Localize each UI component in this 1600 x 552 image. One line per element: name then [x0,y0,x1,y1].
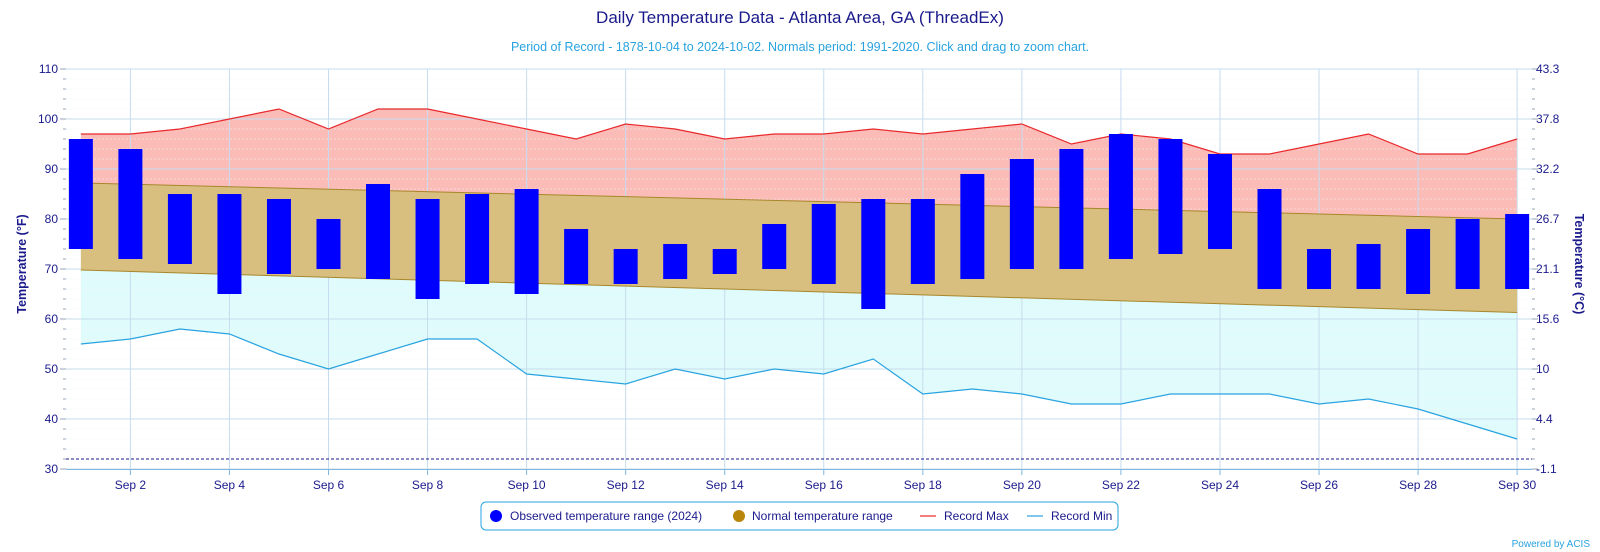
observed-bar[interactable] [960,174,985,279]
observed-bar[interactable] [910,199,935,284]
observed-bars[interactable] [68,134,1530,309]
observed-bar[interactable] [1257,189,1282,289]
y-tick-label-right: 37.8 [1536,112,1560,126]
x-tick-label: Sep 28 [1399,478,1437,492]
y-tick-label: 60 [45,312,59,326]
normal-low-line [80,269,1518,313]
x-tick-label: Sep 6 [313,478,345,492]
observed-bar[interactable] [366,184,391,279]
y-tick-label: 40 [45,412,59,426]
x-tick-label: Sep 4 [214,478,246,492]
y-tick-label: 100 [38,112,58,126]
observed-bar[interactable] [465,194,490,284]
observed-bar[interactable] [1406,229,1431,294]
x-tick-label: Sep 8 [412,478,444,492]
x-tick-label: Sep 24 [1201,478,1239,492]
record-lines [66,108,1532,460]
record-min-line [80,328,1518,440]
observed-bar[interactable] [762,224,787,269]
chart-subtitle: Period of Record - 1878-10-04 to 2024-10… [511,40,1089,54]
observed-bar[interactable] [613,249,638,284]
y-tick-label: 70 [45,262,59,276]
y-tick-label-right: -1.1 [1536,462,1557,476]
y-tick-label-right: 4.4 [1536,412,1553,426]
observed-bar[interactable] [266,199,291,274]
observed-bar[interactable] [564,229,589,284]
x-tick-label: Sep 22 [1102,478,1140,492]
observed-bar[interactable] [861,199,886,309]
observed-bar[interactable] [1009,159,1034,269]
y-tick-label-right: 32.2 [1536,162,1560,176]
y-tick-label: 90 [45,162,59,176]
legend-observed-marker [490,510,502,522]
observed-bar[interactable] [217,194,242,294]
observed-bar[interactable] [712,249,737,274]
legend-observed-label[interactable]: Observed temperature range (2024) [510,509,702,523]
y-tick-label-right: 26.7 [1536,212,1560,226]
y-tick-label-right: 21.1 [1536,262,1560,276]
y-tick-label: 50 [45,362,59,376]
x-tick-label: Sep 26 [1300,478,1338,492]
observed-bar[interactable] [514,189,539,294]
observed-bar[interactable] [1207,154,1232,249]
legend-normal-label[interactable]: Normal temperature range [752,509,893,523]
observed-bar[interactable] [663,244,688,279]
y-tick-label-right: 10 [1536,362,1550,376]
legend: Observed temperature range (2024) Normal… [480,501,1119,531]
observed-bar[interactable] [1059,149,1084,269]
x-tick-label: Sep 12 [607,478,645,492]
observed-bar[interactable] [1455,219,1480,289]
observed-bar[interactable] [118,149,143,259]
y-tick-label-right: 15.6 [1536,312,1560,326]
observed-bar[interactable] [1505,214,1530,289]
x-tick-label: Sep 10 [508,478,546,492]
legend-record-max-label[interactable]: Record Max [944,509,1009,523]
observed-bar[interactable] [415,199,440,299]
observed-bar[interactable] [1356,244,1381,289]
y-tick-label: 80 [45,212,59,226]
y-tick-label: 110 [39,62,58,76]
observed-bar[interactable] [1158,139,1183,254]
y-tick-label: 30 [45,462,59,476]
legend-normal-marker [733,510,745,522]
x-tick-label: Sep 18 [904,478,942,492]
observed-bar[interactable] [316,219,341,269]
y-axis-title-right: Temperature (°C) [1572,214,1586,315]
legend-box [480,501,1119,531]
chart-title: Daily Temperature Data - Atlanta Area, G… [596,8,1004,27]
x-tick-label: Sep 16 [805,478,843,492]
y-tick-label-right: 43.3 [1536,62,1560,76]
credits-link[interactable]: Powered by ACIS [1512,539,1591,550]
observed-bar[interactable] [167,194,192,264]
x-tick-label: Sep 30 [1498,478,1536,492]
x-tick-label: Sep 20 [1003,478,1041,492]
observed-bar[interactable] [1108,134,1133,259]
y-axis-title-left: Temperature (°F) [15,214,29,313]
observed-bar[interactable] [811,204,836,284]
record-max-line [80,108,1518,155]
axes: 30 40 50 60 70 80 90 100 110 -1.1 4.4 10 15.6 21.1 26.… [38,62,1560,492]
legend-record-min-label[interactable]: Record Min [1051,509,1112,523]
x-tick-label: Sep 14 [706,478,744,492]
observed-bar[interactable] [1307,249,1332,289]
x-tick-label: Sep 2 [115,478,147,492]
observed-bar[interactable] [68,139,93,249]
